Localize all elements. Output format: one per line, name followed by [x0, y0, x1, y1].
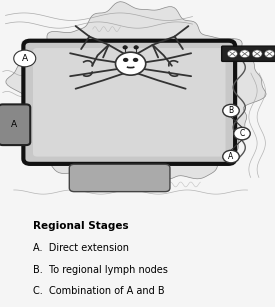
Text: A: A: [22, 54, 28, 63]
Circle shape: [134, 46, 138, 49]
Circle shape: [223, 104, 239, 117]
Circle shape: [227, 50, 237, 57]
Circle shape: [133, 58, 138, 62]
FancyBboxPatch shape: [0, 104, 30, 145]
Circle shape: [240, 50, 250, 57]
FancyBboxPatch shape: [33, 48, 226, 157]
FancyBboxPatch shape: [69, 164, 170, 192]
Circle shape: [116, 52, 146, 75]
Circle shape: [265, 50, 274, 57]
Circle shape: [223, 150, 239, 163]
Text: B.  To regional lymph nodes: B. To regional lymph nodes: [33, 265, 168, 275]
Text: A: A: [11, 120, 18, 129]
Circle shape: [123, 46, 127, 49]
Text: C: C: [239, 129, 245, 138]
Circle shape: [234, 127, 250, 140]
Text: A.  Direct extension: A. Direct extension: [33, 243, 129, 253]
Circle shape: [252, 50, 262, 57]
Text: B: B: [229, 106, 233, 115]
Text: C.  Combination of A and B: C. Combination of A and B: [33, 286, 165, 296]
Polygon shape: [6, 2, 266, 182]
FancyBboxPatch shape: [23, 41, 235, 164]
Text: A: A: [228, 152, 234, 161]
Circle shape: [14, 50, 36, 67]
FancyBboxPatch shape: [222, 46, 275, 61]
Text: Regional Stages: Regional Stages: [33, 221, 129, 231]
Circle shape: [123, 58, 128, 62]
